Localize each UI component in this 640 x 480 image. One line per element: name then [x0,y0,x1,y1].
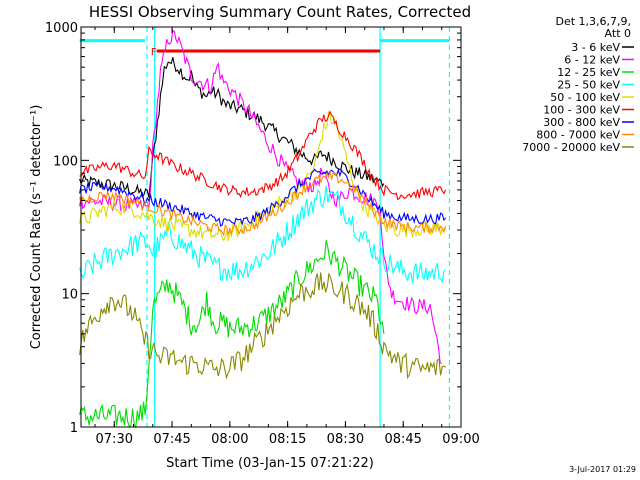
timestamp: 3-Jul-2017 01:29 [569,465,636,474]
legend-label-1: 3 - 6 keV [571,41,620,54]
series-line-8 [79,170,447,237]
legend-label-9: 7000 - 20000 keV [522,141,620,154]
legend-label-6: 100 - 300 keV [543,104,620,117]
series-line-7 [79,168,447,227]
plot-frame [80,26,462,428]
legend-label-2: 6 - 12 keV [564,54,620,67]
x-tick-label-7: 09:00 [442,432,479,447]
series-line-6 [79,110,447,201]
series-line-4 [79,185,446,284]
series-line-3 [79,240,385,429]
legend-label-7: 300 - 800 keV [543,116,620,129]
series-line-1 [79,57,385,199]
legend-header-line-2: Att 0 [605,27,631,40]
x-axis-label: Start Time (03-Jan-15 07:21:22) [166,456,374,471]
legend-label-3: 12 - 25 keV [557,66,620,79]
legend-header-line-1: Det 1,3,6,7,9, [555,15,631,28]
flag-label: F [151,47,157,58]
x-tick-label-1: 07:30 [96,432,133,447]
x-tick-label-6: 08:45 [384,432,421,447]
y-tick-label-2: 10 [61,288,78,303]
x-tick-label-5: 08:30 [327,432,364,447]
y-tick-label-3: 100 [53,154,78,169]
x-tick-label-2: 07:45 [153,432,190,447]
legend-label-8: 800 - 7000 keV [536,129,620,142]
legend-label-5: 50 - 100 keV [550,91,620,104]
legend-label-4: 25 - 50 keV [557,79,620,92]
series-line-2 [79,29,442,364]
y-tick-label-4: 1000 [45,21,78,36]
series-line-9 [79,272,446,380]
x-tick-label-3: 08:00 [211,432,248,447]
x-tick-label-4: 08:15 [269,432,306,447]
y-tick-label-1: 1 [70,421,78,436]
chart-title: HESSI Observing Summary Count Rates, Cor… [89,3,471,21]
y-axis-label: Corrected Count Rate (s⁻¹ detector⁻¹) [29,105,44,350]
